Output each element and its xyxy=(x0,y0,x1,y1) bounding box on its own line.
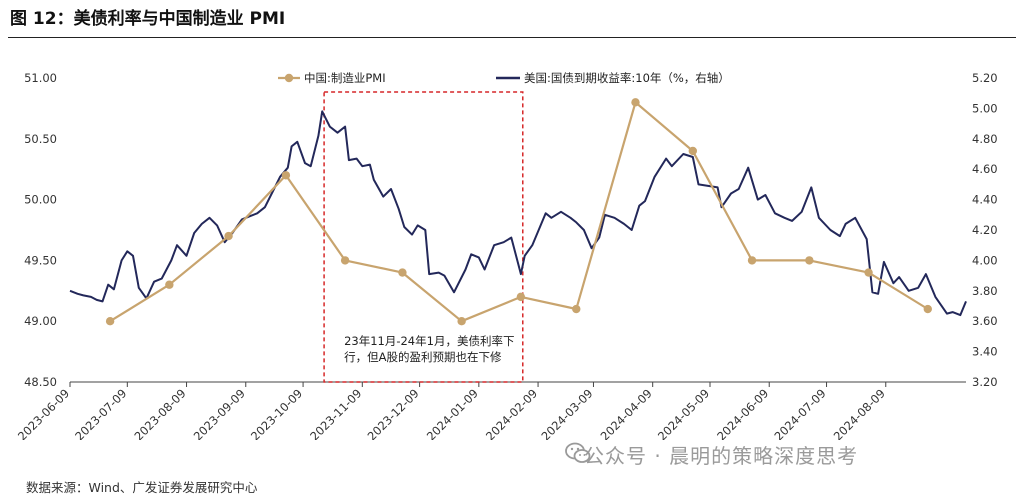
pmi-point xyxy=(165,280,174,289)
y-left-tick-label: 50.00 xyxy=(24,193,57,207)
pmi-point xyxy=(923,304,932,314)
annotation-text: 行，但A股的盈利预期也在下修 xyxy=(344,350,502,364)
annotation-text: 23年11月-24年1月，美债利率下 xyxy=(344,334,514,348)
pmi-point xyxy=(572,304,581,314)
x-tick-label: 2024-07-09 xyxy=(771,386,828,440)
y-right-tick-label: 4.60 xyxy=(972,162,998,176)
pmi-point xyxy=(281,171,291,180)
figure-title: 图 12：美债利率与中国制造业 PMI xyxy=(10,9,286,29)
pmi-point xyxy=(105,317,115,326)
y-right-tick-label: 5.00 xyxy=(972,101,998,115)
y-right-tick-label: 4.40 xyxy=(972,193,998,207)
pmi-point xyxy=(398,268,407,277)
chart-area: 48.50 49.00 49.50 50.00 50.50 51.00 3.20 3.40 3.… xyxy=(15,71,998,440)
x-tick-label: 2023-10-09 xyxy=(248,386,305,440)
y-left-tick-label: 48.50 xyxy=(24,375,57,389)
y-right-tick-label: 3.40 xyxy=(972,345,998,359)
pmi-point xyxy=(805,256,814,265)
legend-label-pmi: 中国:制造业PMI xyxy=(304,71,386,85)
pmi-point xyxy=(457,317,466,326)
pmi-point xyxy=(747,256,757,265)
x-tick-label: 2023-12-09 xyxy=(365,386,422,440)
y-right-tick-label: 4.20 xyxy=(972,223,998,237)
x-tick-label: 2024-06-09 xyxy=(714,386,771,440)
x-tick-label: 2023-09-09 xyxy=(191,386,248,440)
chart-legend: 中国:制造业PMI 美国:国债到期收益率:10年（%，右轴） xyxy=(278,71,730,85)
x-tick-label: 2024-04-09 xyxy=(598,386,655,440)
y-left-tick-label: 50.50 xyxy=(24,132,57,146)
x-tick-label: 2024-08-09 xyxy=(831,386,888,440)
x-tick-label: 2023-08-09 xyxy=(131,386,188,440)
y-right-tick-label: 5.20 xyxy=(972,71,998,85)
legend-marker-pmi xyxy=(284,73,294,83)
title-rule xyxy=(8,37,1016,38)
chart-axes: 48.50 49.00 49.50 50.00 50.50 51.00 3.20 3.40 3.… xyxy=(15,71,998,440)
pmi-point xyxy=(340,256,350,265)
pmi-point xyxy=(224,231,233,241)
pmi-point xyxy=(516,292,526,302)
y-right-tick-label: 4.00 xyxy=(972,253,998,267)
series-line-us10y xyxy=(69,110,967,317)
legend-label-us10y: 美国:国债到期收益率:10年（%，右轴） xyxy=(524,71,730,85)
y-right-tick-label: 4.80 xyxy=(972,132,998,146)
highlight-box xyxy=(323,91,524,383)
x-tick-label: 2024-03-09 xyxy=(538,386,595,440)
x-tick-label: 2024-02-09 xyxy=(483,386,540,440)
y-right-tick-label: 3.20 xyxy=(972,375,998,389)
x-tick-label: 2023-11-09 xyxy=(307,386,364,440)
pmi-point xyxy=(864,268,873,277)
y-right-tick-label: 3.60 xyxy=(972,314,998,328)
watermark-text: 公众号 · 晨明的策略深度思考 xyxy=(584,444,859,468)
y-left-tick-label: 49.50 xyxy=(24,253,57,267)
series-layer xyxy=(69,98,967,326)
pmi-point xyxy=(688,146,698,156)
y-right-tick-label: 3.80 xyxy=(972,284,998,298)
pmi-point xyxy=(631,98,640,107)
x-tick-label: 2024-05-09 xyxy=(655,386,712,440)
source-note: 数据来源：Wind、广发证券发展研究中心 xyxy=(26,480,258,495)
wechat-icon xyxy=(565,442,591,463)
x-tick-label: 2023-06-09 xyxy=(15,386,72,440)
x-tick-label: 2024-01-09 xyxy=(424,386,481,440)
series-line-pmi xyxy=(109,101,929,323)
y-left-tick-label: 51.00 xyxy=(24,71,57,85)
x-tick-label: 2023-07-09 xyxy=(72,386,129,440)
y-left-tick-label: 49.00 xyxy=(24,314,57,328)
